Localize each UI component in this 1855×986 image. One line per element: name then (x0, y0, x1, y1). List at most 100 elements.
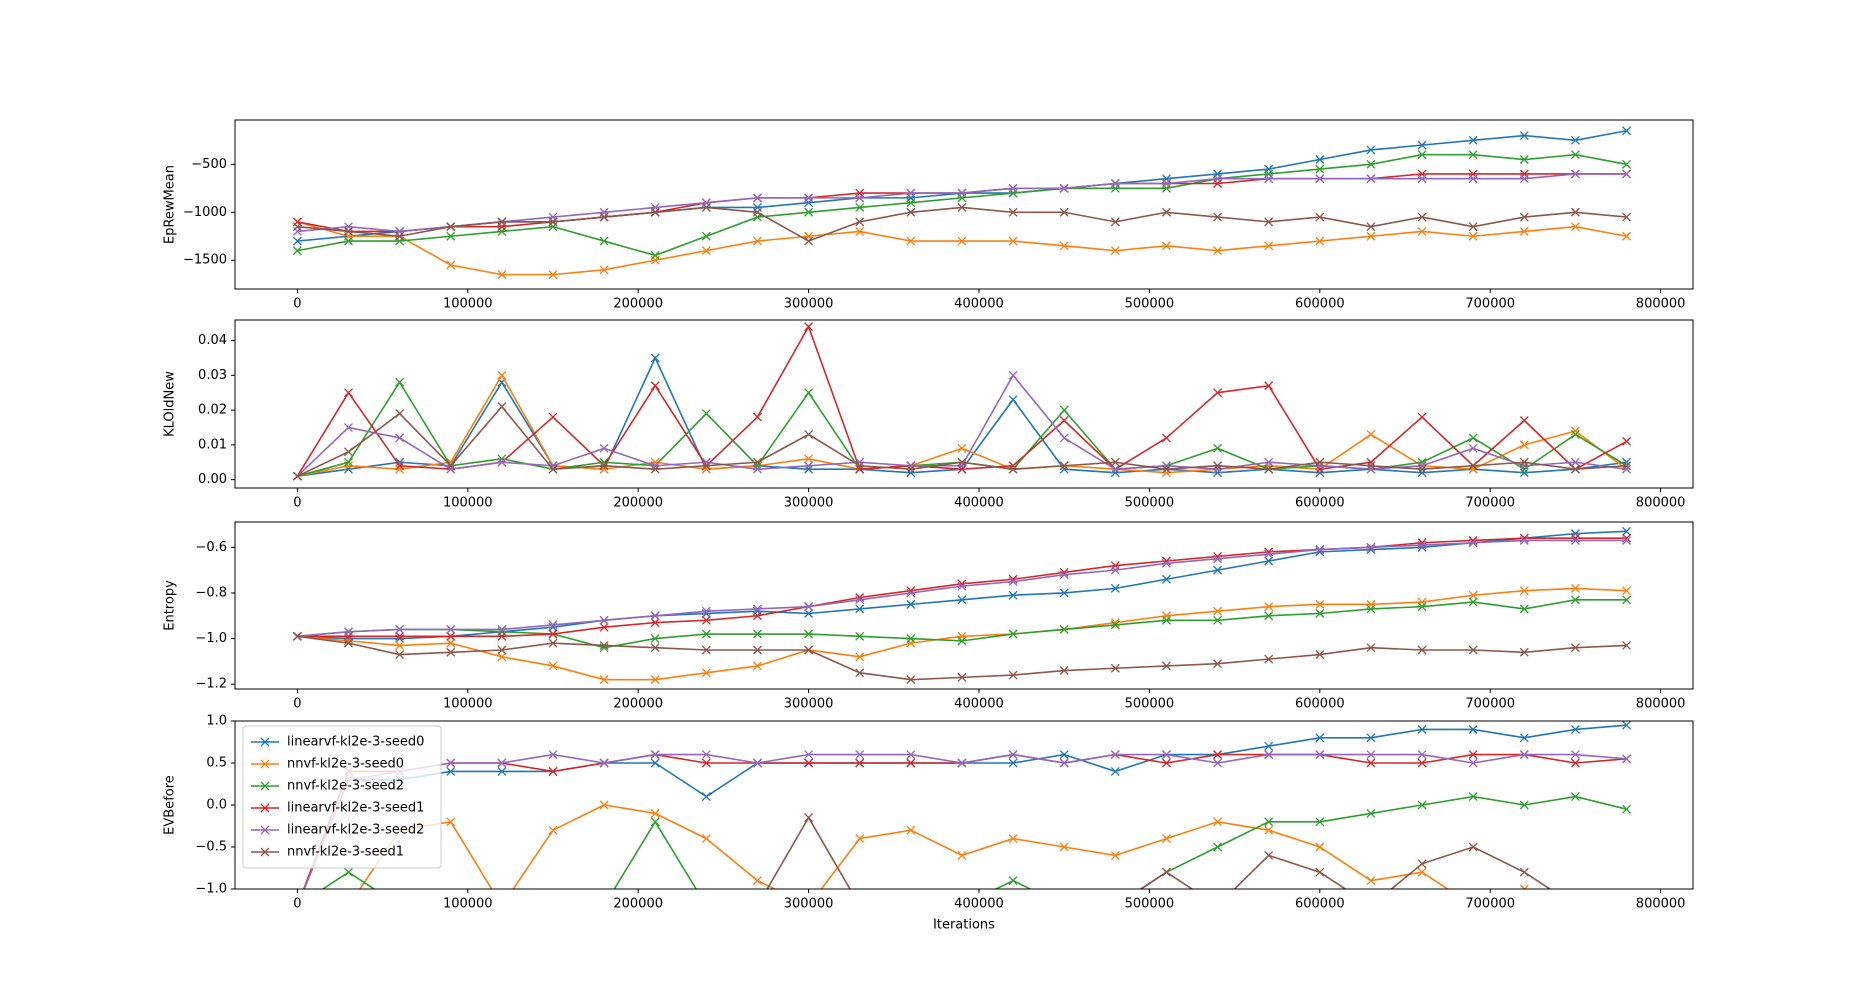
marker (599, 615, 609, 625)
marker (907, 902, 915, 910)
marker (1059, 624, 1069, 634)
marker (753, 661, 762, 671)
marker (497, 270, 507, 280)
y-tick-label: 0.0 (206, 798, 227, 813)
marker (1468, 842, 1478, 852)
marker (1519, 457, 1529, 467)
marker (395, 461, 405, 471)
marker (1468, 443, 1478, 453)
marker (599, 675, 609, 685)
marker (1417, 867, 1427, 877)
marker (650, 643, 660, 653)
x-tick-label: 400000 (954, 496, 1004, 511)
marker (1468, 150, 1478, 160)
x-tick-label: 0 (293, 697, 301, 712)
marker (497, 217, 507, 227)
marker (753, 629, 762, 639)
marker (1059, 433, 1069, 443)
marker (1008, 236, 1018, 246)
series-line (766, 816, 1552, 889)
marker (395, 631, 405, 641)
marker (1161, 464, 1171, 474)
x-tick-label: 200000 (613, 297, 663, 312)
marker (548, 620, 558, 630)
marker (1264, 174, 1274, 184)
x-tick-label: 800000 (1636, 697, 1686, 712)
marker (1264, 464, 1274, 474)
marker (1468, 231, 1478, 241)
marker (1468, 597, 1478, 607)
marker (1622, 640, 1631, 650)
series-line (303, 753, 1627, 889)
marker (548, 412, 558, 422)
marker (957, 636, 967, 646)
y-tick-label: 0.03 (198, 368, 227, 383)
marker (1366, 808, 1376, 818)
y-tick-label: 0.5 (206, 756, 227, 771)
marker (1366, 750, 1376, 760)
marker (855, 203, 865, 212)
x-tick-label: 500000 (1125, 496, 1175, 511)
marker (1161, 750, 1171, 760)
y-axis-label: Entropy (163, 580, 178, 631)
marker (1468, 724, 1478, 734)
marker (1468, 174, 1478, 184)
marker (1264, 381, 1274, 391)
marker (1468, 222, 1478, 232)
marker (701, 645, 711, 655)
marker (1622, 536, 1631, 545)
marker (446, 638, 456, 648)
marker (1009, 902, 1017, 910)
x-tick-label: 300000 (784, 297, 834, 312)
marker (292, 236, 302, 246)
x-tick-label: 100000 (443, 697, 493, 712)
marker (1059, 183, 1069, 193)
marker (497, 766, 507, 776)
marker (446, 766, 456, 776)
marker (1468, 590, 1478, 600)
marker (1008, 758, 1018, 768)
marker (907, 902, 915, 910)
marker (1264, 850, 1274, 860)
marker (292, 222, 302, 232)
marker (753, 207, 762, 217)
axes-frame (234, 119, 1694, 290)
marker (906, 675, 916, 685)
marker (753, 464, 762, 474)
y-tick-label: 0.01 (198, 437, 227, 452)
marker (1519, 750, 1529, 760)
marker (804, 322, 814, 332)
marker (446, 461, 456, 471)
marker (1161, 758, 1171, 768)
marker (1315, 164, 1325, 174)
marker (292, 471, 302, 481)
marker (1110, 246, 1120, 256)
marker (650, 611, 660, 621)
marker (701, 203, 711, 212)
marker (906, 207, 916, 217)
marker (1571, 902, 1579, 910)
marker (548, 629, 558, 639)
marker (1417, 212, 1427, 222)
marker (292, 631, 302, 641)
marker (753, 902, 761, 910)
y-tick-label: 1.0 (206, 714, 227, 729)
marker (1519, 733, 1529, 743)
marker (599, 443, 609, 453)
marker (344, 388, 353, 398)
marker (497, 454, 507, 464)
marker (1315, 817, 1325, 827)
marker (1008, 577, 1018, 587)
marker (599, 640, 609, 650)
x-tick-label: 300000 (784, 697, 834, 712)
legend-marker (260, 803, 270, 813)
marker (957, 203, 967, 212)
marker (1059, 207, 1069, 217)
marker (395, 640, 405, 650)
marker (701, 668, 711, 678)
marker (702, 902, 710, 910)
marker (1519, 867, 1529, 877)
marker (1519, 536, 1529, 545)
marker (344, 423, 353, 432)
